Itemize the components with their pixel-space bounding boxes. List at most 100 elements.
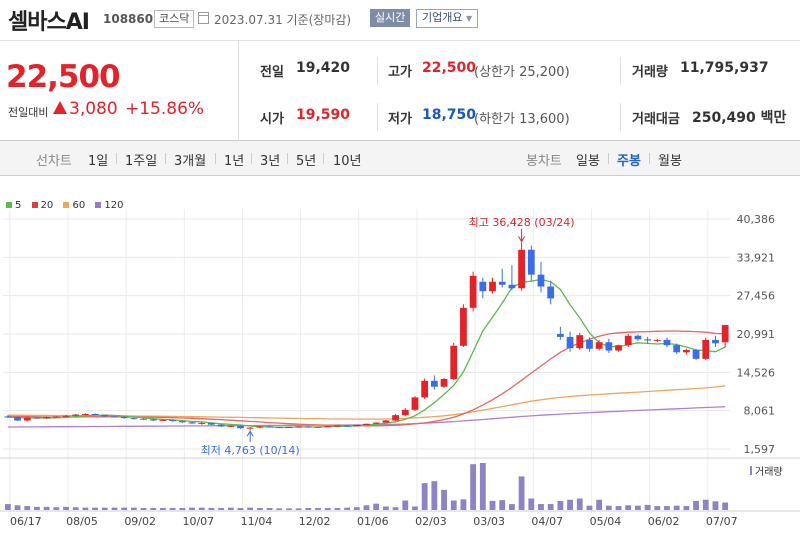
candle-body — [324, 426, 332, 428]
tab-1week[interactable]: 1주일 — [125, 154, 158, 169]
tab-5year[interactable]: 5년 — [296, 154, 317, 169]
y-tick-label: 20,991 — [737, 328, 776, 341]
candle-body — [237, 425, 244, 429]
candle-body — [682, 349, 690, 353]
x-tick-label: 01/06 — [357, 515, 389, 528]
volume-bar — [402, 500, 409, 510]
tab-1year[interactable]: 1년 — [224, 154, 245, 169]
y-tick-label: 1,597 — [744, 443, 776, 456]
volume-bar — [625, 505, 632, 510]
candle-body — [178, 421, 186, 423]
divider — [620, 103, 621, 131]
divider — [165, 153, 166, 164]
legend-label: 20 — [40, 200, 54, 211]
volume-bar — [34, 506, 40, 510]
candle-body — [489, 281, 496, 292]
candle-body — [382, 420, 390, 423]
volume-bar — [460, 499, 467, 510]
candle-body — [440, 379, 448, 387]
candle-body — [411, 397, 419, 410]
candle-body — [120, 416, 128, 419]
lower-limit: (하한가 13,600) — [474, 112, 570, 127]
volume-bar — [227, 507, 234, 510]
realtime-button[interactable]: 실시간 — [370, 9, 411, 27]
volume-bar — [53, 507, 60, 510]
candle-body — [527, 249, 535, 275]
volume-bar — [169, 508, 176, 510]
candle-body — [227, 425, 235, 427]
price-summary: 22,500 전일대비 3,080 +15.86% 전일 19,420 고가 2… — [0, 41, 800, 141]
trade-amount-value: 250,490 백만 — [692, 110, 787, 126]
change-amount: 3,080 — [69, 99, 118, 119]
tab-3month[interactable]: 3개월 — [174, 154, 207, 169]
candle-body — [111, 416, 118, 418]
current-price: 22,500 — [6, 59, 121, 95]
legend-ma5: 5 — [6, 200, 21, 211]
divider — [620, 57, 621, 85]
tab-1day[interactable]: 1일 — [88, 154, 109, 169]
candle-body — [566, 336, 574, 349]
volume-bar — [538, 504, 544, 510]
candle-body — [615, 345, 622, 351]
volume-bar — [315, 508, 321, 510]
legend-label: 120 — [104, 200, 124, 211]
volume-legend-swatch — [750, 466, 752, 475]
change-percent: +15.86% — [125, 99, 205, 119]
volume-bar — [518, 476, 525, 510]
low-label: 저가 — [388, 112, 412, 127]
divider — [377, 103, 378, 131]
candle-body — [304, 426, 312, 428]
candle-body — [586, 339, 593, 349]
low-value: 18,750 — [422, 107, 477, 123]
legend-ma20: 20 — [31, 200, 54, 211]
candle-body — [159, 419, 167, 421]
prev-close-label: 전일 — [260, 65, 284, 80]
tab-monthly[interactable]: 월봉 — [658, 154, 682, 169]
volume-bar — [237, 508, 244, 510]
candle-body — [401, 409, 409, 416]
date-suffix: 기준(장마감) — [286, 13, 352, 27]
volume-bar — [441, 489, 447, 510]
volume-bar — [528, 498, 535, 510]
tab-10year[interactable]: 10년 — [333, 154, 362, 169]
divider — [649, 153, 650, 164]
candle-body — [295, 426, 303, 428]
candle-body — [605, 342, 613, 351]
candle-body — [43, 416, 51, 419]
date-value: 2023.07.31 — [214, 13, 283, 27]
ma-legend: 5 20 60 120 — [6, 200, 131, 211]
x-tick-label: 06/02 — [648, 515, 680, 528]
trade-amount-label: 거래대금 — [632, 112, 680, 127]
volume-bar — [499, 500, 506, 510]
volume-bar — [412, 506, 418, 510]
calendar-icon — [198, 12, 209, 24]
x-tick-label: 05/04 — [590, 515, 622, 528]
volume-bar — [101, 507, 108, 510]
market-badge: 코스닥 — [154, 10, 195, 28]
volume-bar — [130, 507, 137, 510]
x-tick-label: 06/17 — [10, 515, 42, 528]
candle-body — [246, 427, 254, 429]
tab-3year[interactable]: 3년 — [260, 154, 281, 169]
line-chart-label: 선차트 — [36, 154, 72, 169]
legend-ma120: 120 — [95, 200, 124, 211]
candle-body — [149, 419, 157, 421]
tab-weekly[interactable]: 주봉 — [617, 154, 641, 169]
tab-daily[interactable]: 일봉 — [576, 154, 600, 169]
candle-body — [343, 425, 351, 427]
volume-bar — [72, 507, 79, 510]
volume-bar — [247, 507, 254, 510]
candle-body — [266, 426, 273, 428]
candle-body — [198, 422, 206, 424]
candle-body — [334, 425, 341, 427]
volume-bar — [450, 500, 457, 510]
divider — [323, 153, 324, 164]
volume-bar — [63, 506, 69, 510]
candle-body — [275, 427, 283, 429]
volume-bar — [392, 507, 399, 510]
candle-body — [673, 345, 681, 353]
company-info-dropdown[interactable]: 기업개요 ▼ — [416, 9, 479, 28]
volume-bar — [286, 508, 292, 510]
x-tick-label: 10/07 — [182, 515, 214, 528]
